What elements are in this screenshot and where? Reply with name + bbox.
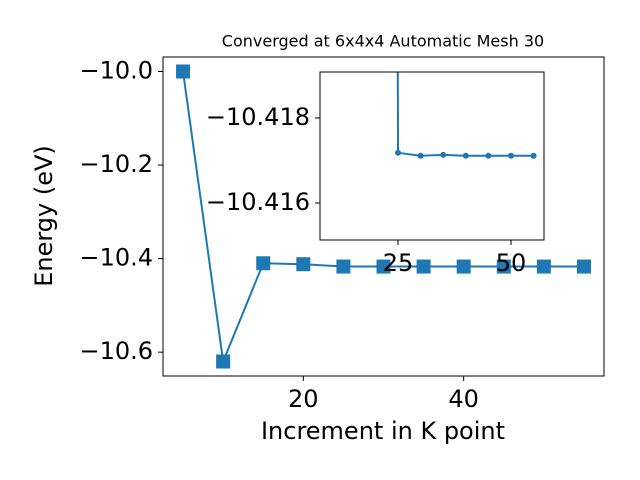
marker xyxy=(176,64,191,79)
marker xyxy=(417,152,424,159)
y-tick-label: −10.0 xyxy=(79,57,153,85)
x-tick-label: 40 xyxy=(448,385,479,413)
marker xyxy=(456,259,471,274)
y-tick-label: −10.418 xyxy=(206,103,310,131)
plot-group xyxy=(176,64,591,369)
marker xyxy=(395,149,402,156)
marker xyxy=(256,256,271,271)
marker xyxy=(530,152,537,159)
y-tick-label: −10.6 xyxy=(79,337,153,365)
marker xyxy=(416,259,431,274)
marker xyxy=(376,259,391,274)
y-axis-label: Energy (eV) xyxy=(30,145,58,287)
marker xyxy=(440,151,447,158)
marker xyxy=(508,152,515,159)
x-tick-label: 50 xyxy=(496,249,527,277)
marker xyxy=(496,259,511,274)
marker xyxy=(576,259,591,274)
marker xyxy=(336,259,351,274)
x-axis-label: Increment in K point xyxy=(261,417,505,445)
marker xyxy=(296,257,311,272)
marker xyxy=(536,259,551,274)
y-tick-label: −10.416 xyxy=(206,188,310,216)
chart-title: Converged at 6x4x4 Automatic Mesh 30 xyxy=(222,32,544,51)
marker xyxy=(216,354,231,369)
series-line xyxy=(396,72,534,157)
x-tick-label: 20 xyxy=(288,385,319,413)
y-tick-label: −10.4 xyxy=(79,244,153,272)
plot-group xyxy=(395,72,537,159)
x-tick-label: 25 xyxy=(383,249,414,277)
axes-frame xyxy=(319,71,545,241)
marker xyxy=(462,152,469,159)
marker xyxy=(485,152,492,159)
y-tick-label: −10.2 xyxy=(79,150,153,178)
axes-frame xyxy=(162,56,605,377)
